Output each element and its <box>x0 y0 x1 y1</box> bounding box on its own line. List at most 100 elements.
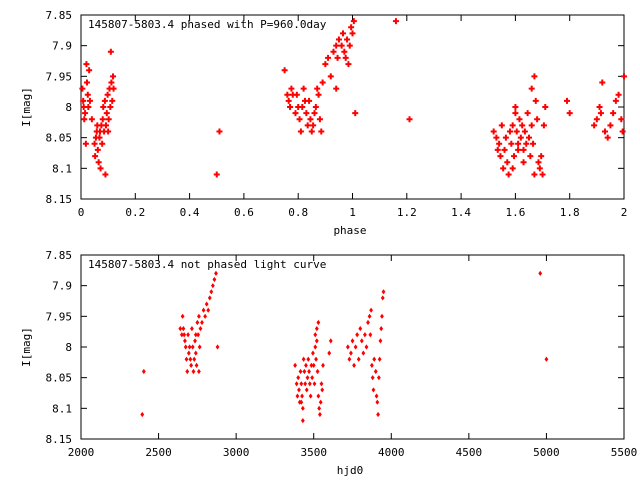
data-point <box>369 362 374 368</box>
data-point <box>538 270 543 276</box>
x-tick-label: 3000 <box>223 446 250 459</box>
data-point <box>496 140 503 147</box>
data-point <box>193 338 197 344</box>
data-point <box>107 104 114 110</box>
data-point <box>349 350 353 356</box>
data-point <box>187 344 192 350</box>
data-point <box>352 362 356 368</box>
data-point <box>376 375 381 381</box>
data-point <box>79 85 86 92</box>
x-tick-label: 0 <box>78 206 85 219</box>
data-point <box>195 319 200 326</box>
data-point <box>373 368 378 375</box>
data-point <box>515 146 522 153</box>
data-point <box>197 344 202 350</box>
data-point <box>512 110 519 117</box>
data-point <box>190 344 195 350</box>
data-point <box>285 97 292 104</box>
data-point <box>183 344 188 350</box>
data-point <box>505 171 512 178</box>
axis-ticks <box>80 14 625 200</box>
data-point <box>184 356 189 362</box>
data-point <box>528 122 535 129</box>
data-point <box>308 393 313 399</box>
data-point <box>309 362 314 368</box>
data-point <box>307 368 311 375</box>
data-point <box>599 79 606 86</box>
data-point <box>500 165 507 172</box>
data-point <box>519 122 526 129</box>
data-point <box>392 18 399 25</box>
data-point <box>381 289 386 295</box>
data-point <box>94 122 101 129</box>
x-tick-label: 2500 <box>145 446 172 459</box>
data-point <box>355 332 360 338</box>
data-point <box>375 399 380 405</box>
data-point <box>563 97 570 104</box>
data-point <box>109 97 116 104</box>
data-point <box>300 393 304 399</box>
data-point <box>513 128 520 135</box>
data-point <box>531 171 538 178</box>
data-point <box>92 134 99 141</box>
data-point <box>515 140 522 147</box>
data-point <box>350 18 357 25</box>
data-point <box>86 97 93 104</box>
data-point <box>105 116 112 123</box>
data-point <box>213 171 220 178</box>
y-tick-label: 8.1 <box>52 162 72 175</box>
data-point <box>618 116 625 123</box>
data-point <box>97 165 104 172</box>
data-point <box>364 344 369 350</box>
data-point <box>82 110 89 117</box>
data-point <box>376 411 380 418</box>
phased-light-curve-panel: 0 0.2 0.4 0.6 0.8 1 1.2 1.4 1.6 1.8 2 7.85 7.9 7.95 8… <box>20 9 627 237</box>
data-point <box>95 159 102 166</box>
data-point <box>110 85 117 92</box>
data-point <box>311 362 316 368</box>
data-point <box>86 67 93 74</box>
data-point <box>497 153 504 160</box>
data-point <box>328 338 333 344</box>
data-point <box>194 362 199 368</box>
data-point <box>102 171 109 178</box>
data-point <box>106 85 113 92</box>
data-point <box>538 153 545 160</box>
data-point <box>303 110 310 117</box>
data-point <box>310 122 317 129</box>
x-tick-label: 0.2 <box>125 206 145 219</box>
data-point <box>509 165 516 172</box>
data-point <box>315 91 322 98</box>
data-point <box>369 307 374 313</box>
data-point <box>99 116 106 123</box>
data-point <box>363 332 367 338</box>
y-tick-label: 7.9 <box>52 40 72 53</box>
data-point <box>179 332 184 338</box>
data-point <box>289 91 296 98</box>
data-point <box>512 104 519 110</box>
data-point <box>192 356 197 362</box>
data-point <box>356 356 361 362</box>
data-point <box>502 134 509 141</box>
data-point <box>83 61 90 68</box>
data-point <box>349 30 356 37</box>
data-point <box>371 387 376 393</box>
data-point <box>307 381 312 387</box>
x-tick-label: 4500 <box>456 446 483 459</box>
data-point <box>313 344 318 350</box>
data-point <box>490 128 497 135</box>
data-point <box>80 97 87 104</box>
data-point <box>527 153 534 160</box>
data-point <box>306 356 311 362</box>
data-point <box>350 338 355 344</box>
data-point <box>508 140 515 147</box>
data-point <box>212 276 217 283</box>
data-point <box>338 42 345 49</box>
data-point <box>358 326 363 332</box>
data-point <box>368 332 373 338</box>
data-point <box>304 362 308 368</box>
data-point <box>346 42 353 49</box>
data-point <box>92 153 99 160</box>
data-point <box>528 85 535 92</box>
